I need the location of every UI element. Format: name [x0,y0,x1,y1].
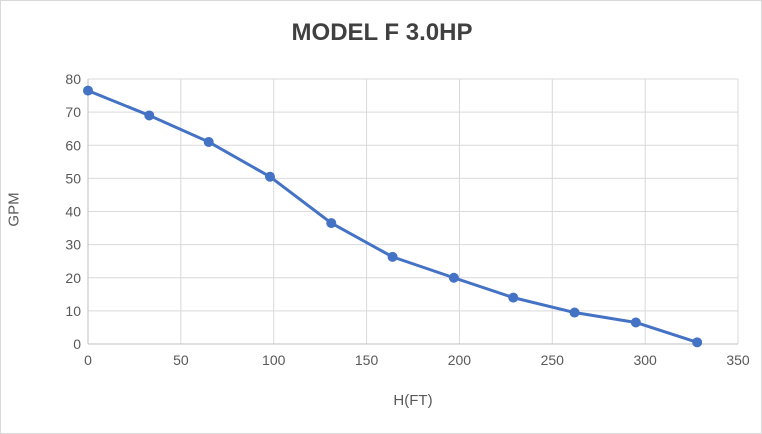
data-point-marker [569,307,580,318]
y-tick-label: 30 [65,237,81,253]
x-tick-label: 100 [262,352,286,368]
y-tick-label: 10 [65,303,81,319]
x-tick-label: 0 [84,352,92,368]
x-tick-label: 350 [726,352,750,368]
y-tick-label: 20 [65,270,81,286]
chart-title: MODEL F 3.0HP [291,19,473,46]
data-point-marker [326,218,337,229]
series-line [86,89,699,344]
x-tick-label: 50 [173,352,189,368]
data-point-marker [630,317,641,328]
data-point-marker [387,251,398,262]
data-point-marker [83,85,93,96]
x-tick-label: 250 [541,352,565,368]
x-tick-label: 200 [448,352,472,368]
y-tick-label: 70 [65,104,81,120]
data-point-marker [448,272,459,283]
data-point-marker [265,171,275,182]
x-tick-label: 150 [355,352,379,368]
data-point-marker [692,337,703,348]
y-tick-label: 0 [73,336,81,352]
y-tick-label: 40 [65,204,81,220]
x-tick-label: 300 [633,352,657,368]
y-tick-label: 60 [65,137,81,153]
x-axis-title: H(FT) [393,392,433,409]
data-point-marker [508,292,519,303]
y-tick-label: 50 [65,170,81,186]
y-tick-label: 80 [65,71,81,87]
data-point-marker [144,110,155,121]
data-point-marker [203,136,214,147]
